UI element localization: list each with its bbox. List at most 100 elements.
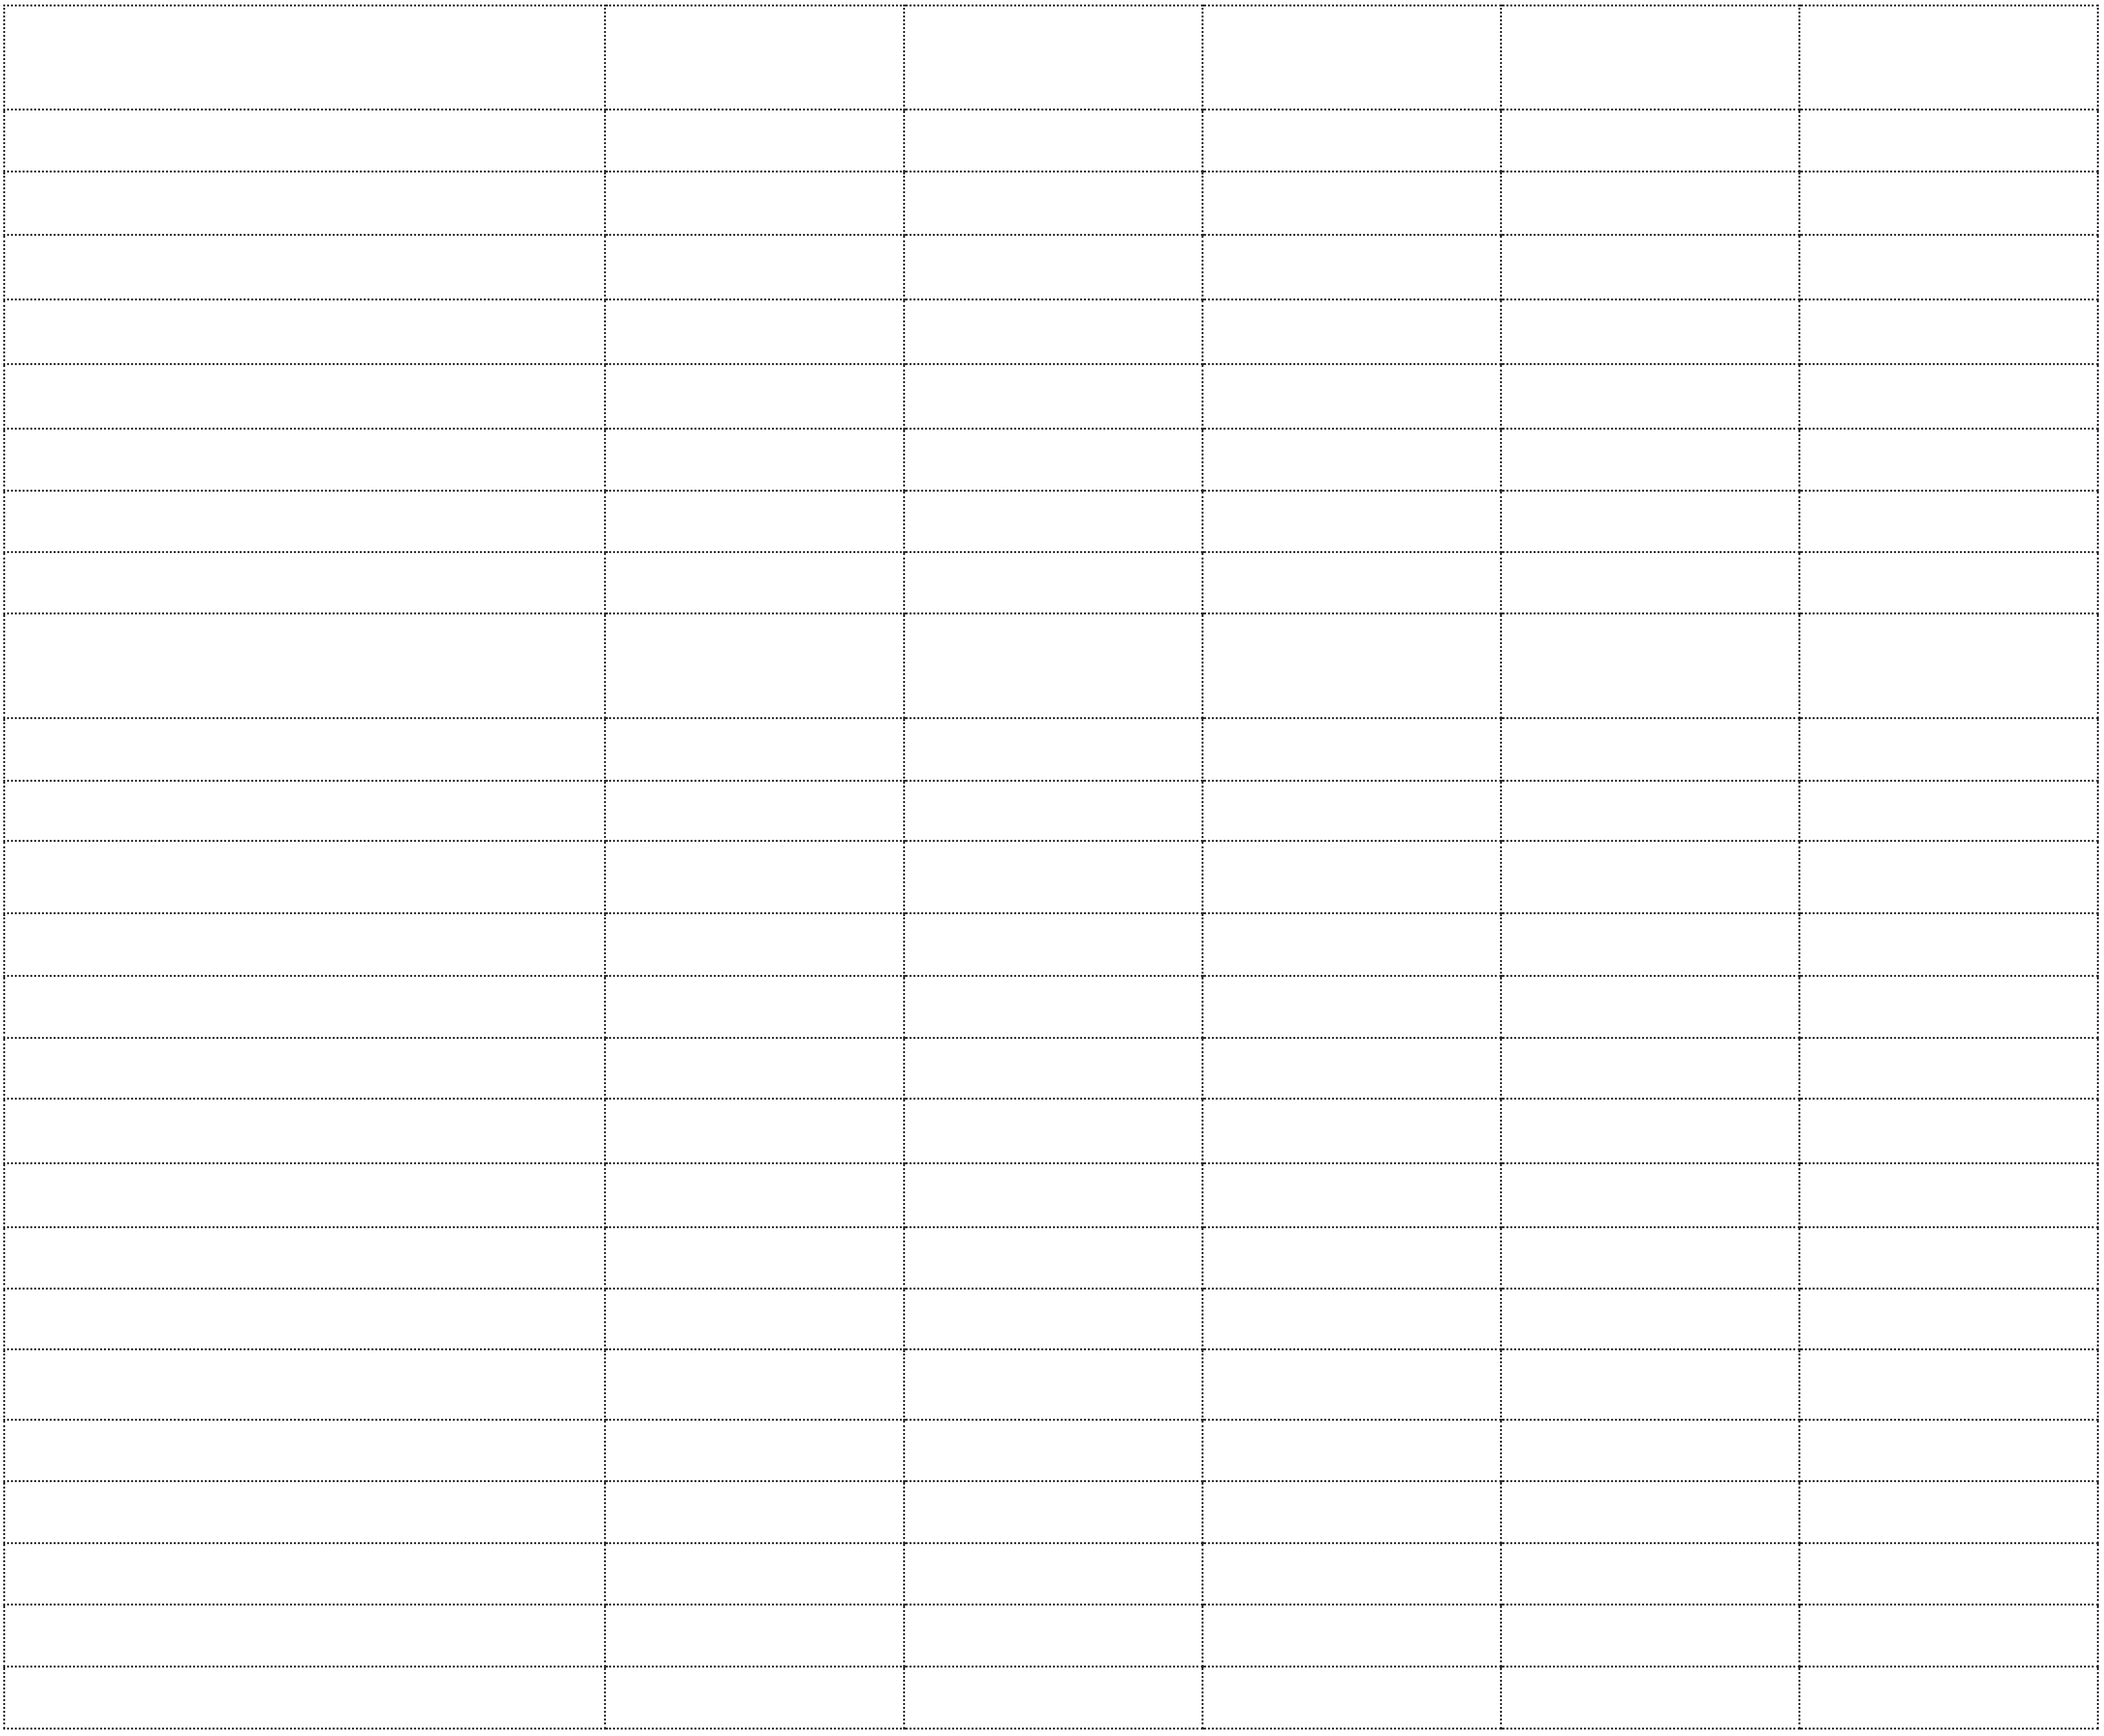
table-cell bbox=[1798, 1226, 2099, 1290]
table-cell bbox=[604, 490, 905, 553]
table-cell bbox=[1500, 1419, 1800, 1482]
table-row bbox=[3, 1419, 2099, 1482]
table-cell bbox=[604, 109, 905, 173]
table-cell bbox=[1202, 171, 1502, 236]
table-cell bbox=[1202, 912, 1502, 977]
table-cell bbox=[1500, 1037, 1800, 1100]
table-cell bbox=[1500, 428, 1800, 492]
table-cell bbox=[903, 1226, 1203, 1290]
table-cell bbox=[1798, 780, 2099, 842]
table-cell bbox=[3, 1162, 606, 1228]
table-cell bbox=[1798, 1419, 2099, 1482]
table-cell bbox=[903, 840, 1203, 914]
table-cell bbox=[3, 5, 606, 110]
table-cell bbox=[3, 1604, 606, 1668]
table-row bbox=[3, 551, 2099, 614]
table-cell bbox=[903, 490, 1203, 553]
table-cell bbox=[1500, 1288, 1800, 1350]
table-cell bbox=[3, 840, 606, 914]
table-row bbox=[3, 171, 2099, 236]
table-cell bbox=[1202, 780, 1502, 842]
table-cell bbox=[604, 612, 905, 719]
table-cell bbox=[604, 717, 905, 782]
table-cell bbox=[3, 109, 606, 173]
table-cell bbox=[1798, 1098, 2099, 1164]
table-cell bbox=[1500, 1666, 1800, 1730]
table-cell bbox=[604, 171, 905, 236]
table-cell bbox=[3, 1226, 606, 1290]
table-cell bbox=[903, 1480, 1203, 1544]
table-cell bbox=[1500, 1226, 1800, 1290]
blank-table bbox=[3, 5, 2099, 1730]
table-cell bbox=[1202, 490, 1502, 553]
table-cell bbox=[903, 171, 1203, 236]
table-row bbox=[3, 975, 2099, 1039]
table-cell bbox=[903, 298, 1203, 365]
table-cell bbox=[903, 551, 1203, 614]
table-row bbox=[3, 428, 2099, 492]
table-cell bbox=[1798, 1348, 2099, 1421]
table-cell bbox=[1202, 1348, 1502, 1421]
table-cell bbox=[1798, 428, 2099, 492]
table-cell bbox=[1500, 363, 1800, 430]
table-cell bbox=[903, 5, 1203, 110]
table-cell bbox=[903, 428, 1203, 492]
table-cell bbox=[1202, 551, 1502, 614]
table-cell bbox=[3, 1037, 606, 1100]
table-cell bbox=[3, 171, 606, 236]
table-cell bbox=[1798, 1162, 2099, 1228]
table-cell bbox=[1500, 298, 1800, 365]
table-cell bbox=[1202, 717, 1502, 782]
table-cell bbox=[903, 1098, 1203, 1164]
table-row bbox=[3, 1604, 2099, 1668]
table-cell bbox=[1202, 234, 1502, 300]
table-cell bbox=[604, 298, 905, 365]
table-cell bbox=[1202, 1162, 1502, 1228]
table-cell bbox=[1798, 612, 2099, 719]
table-cell bbox=[903, 975, 1203, 1039]
table-row bbox=[3, 298, 2099, 365]
table-cell bbox=[903, 1666, 1203, 1730]
table-cell bbox=[604, 1288, 905, 1350]
table-cell bbox=[604, 975, 905, 1039]
table-cell bbox=[1202, 612, 1502, 719]
table-cell bbox=[604, 1226, 905, 1290]
table-row bbox=[3, 840, 2099, 914]
table-cell bbox=[1202, 109, 1502, 173]
table-cell bbox=[3, 1419, 606, 1482]
table-cell bbox=[903, 234, 1203, 300]
table-cell bbox=[1500, 717, 1800, 782]
table-row bbox=[3, 1288, 2099, 1350]
table-cell bbox=[903, 1162, 1203, 1228]
table-cell bbox=[1500, 975, 1800, 1039]
table-cell bbox=[1202, 1419, 1502, 1482]
table-cell bbox=[903, 109, 1203, 173]
table-cell bbox=[1798, 109, 2099, 173]
table-cell bbox=[3, 1480, 606, 1544]
table-cell bbox=[3, 912, 606, 977]
table-cell bbox=[1500, 490, 1800, 553]
table-row bbox=[3, 1037, 2099, 1100]
table-cell bbox=[604, 912, 905, 977]
table-cell bbox=[1500, 1604, 1800, 1668]
table-cell bbox=[903, 912, 1203, 977]
table-cell bbox=[3, 1098, 606, 1164]
table-cell bbox=[604, 1098, 905, 1164]
table-row bbox=[3, 1348, 2099, 1421]
table-row bbox=[3, 912, 2099, 977]
table-cell bbox=[1202, 1226, 1502, 1290]
table-cell bbox=[903, 1419, 1203, 1482]
table-cell bbox=[1798, 1604, 2099, 1668]
table-cell bbox=[604, 1604, 905, 1668]
table-cell bbox=[604, 1348, 905, 1421]
table-cell bbox=[3, 1288, 606, 1350]
table-cell bbox=[3, 490, 606, 553]
table-row bbox=[3, 1226, 2099, 1290]
table-cell bbox=[604, 363, 905, 430]
table-cell bbox=[3, 612, 606, 719]
table-cell bbox=[1798, 363, 2099, 430]
table-cell bbox=[1798, 717, 2099, 782]
table-cell bbox=[1500, 234, 1800, 300]
table-cell bbox=[3, 1348, 606, 1421]
